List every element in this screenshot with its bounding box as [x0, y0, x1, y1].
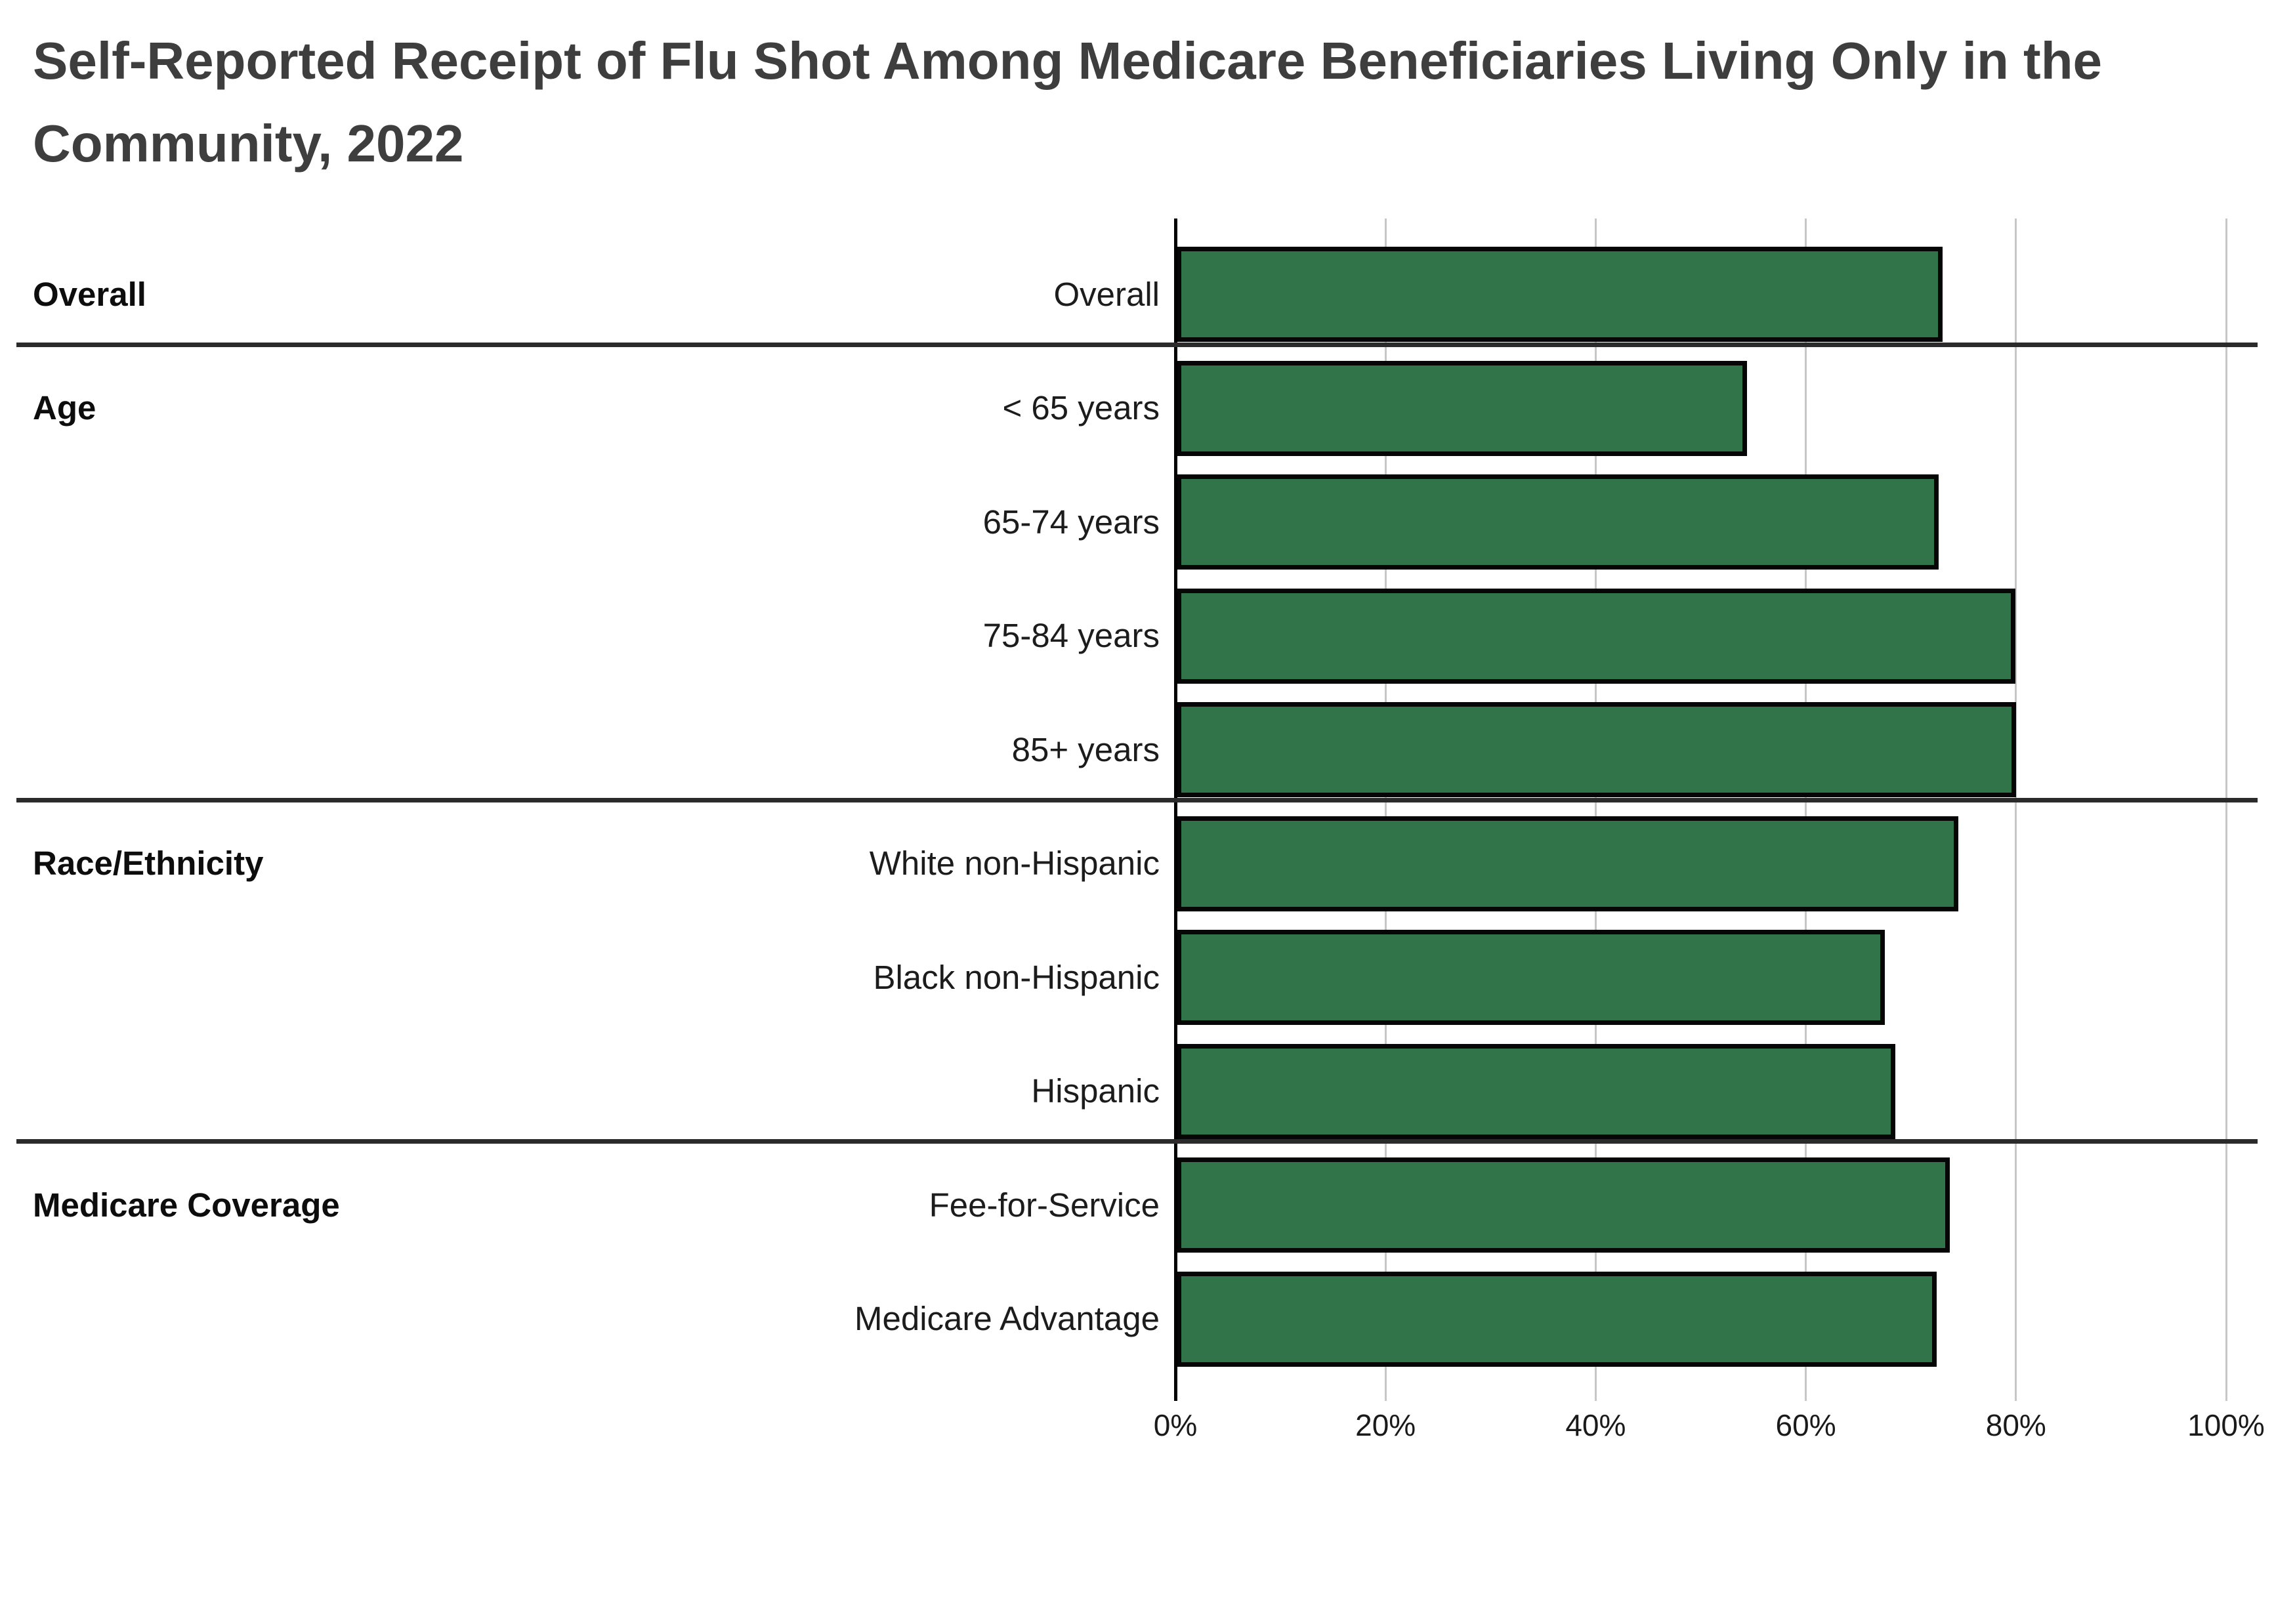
x-tick-label: 40% — [1565, 1408, 1626, 1442]
chart-title: Self-Reported Receipt of Flu Shot Among … — [33, 20, 2102, 185]
group-label-2: Race/Ethnicity — [33, 844, 264, 883]
bar — [1177, 360, 1748, 456]
bar — [1177, 1043, 1896, 1139]
x-tick-label: 60% — [1775, 1408, 1836, 1442]
y-axis-line — [1174, 219, 1177, 1401]
group-label-0: Overall — [33, 275, 146, 313]
row-label: Overall — [1053, 275, 1160, 313]
group-separator — [16, 342, 2258, 347]
bar — [1177, 816, 1959, 911]
x-tick-label: 0% — [1153, 1408, 1198, 1442]
row-label: Medicare Advantage — [854, 1300, 1160, 1338]
group-label-1: Age — [33, 389, 96, 427]
bar — [1177, 588, 2015, 684]
chart-title-line1: Self-Reported Receipt of Flu Shot Among … — [33, 31, 2103, 90]
chart-title-line2: Community, 2022 — [33, 114, 464, 173]
row-label: 65-74 years — [982, 503, 1160, 541]
bar — [1177, 247, 1943, 343]
group-separator — [16, 1139, 2258, 1144]
x-tick-label: 80% — [1985, 1408, 2046, 1442]
bar — [1177, 1271, 1937, 1367]
row-label: 85+ years — [1011, 730, 1160, 768]
gridline-60pct — [1805, 219, 1807, 1401]
bar — [1177, 930, 1885, 1026]
gridline-40pct — [1594, 219, 1597, 1401]
bar — [1177, 1157, 1950, 1253]
x-tick-label: 20% — [1355, 1408, 1416, 1442]
row-label: Fee-for-Service — [929, 1186, 1160, 1224]
bar — [1177, 702, 2017, 798]
row-label: 75-84 years — [982, 617, 1160, 655]
row-label: White non-Hispanic — [869, 844, 1160, 883]
row-label: Hispanic — [1031, 1072, 1160, 1110]
gridline-100pct — [2225, 219, 2227, 1401]
gridline-80pct — [2015, 219, 2017, 1401]
group-separator — [16, 797, 2258, 802]
row-label: Black non-Hispanic — [873, 958, 1160, 996]
x-tick-label: 100% — [2187, 1408, 2265, 1442]
bar — [1177, 474, 1939, 570]
group-label-3: Medicare Coverage — [33, 1186, 340, 1224]
row-label: < 65 years — [1002, 389, 1160, 427]
gridline-20pct — [1384, 219, 1387, 1401]
